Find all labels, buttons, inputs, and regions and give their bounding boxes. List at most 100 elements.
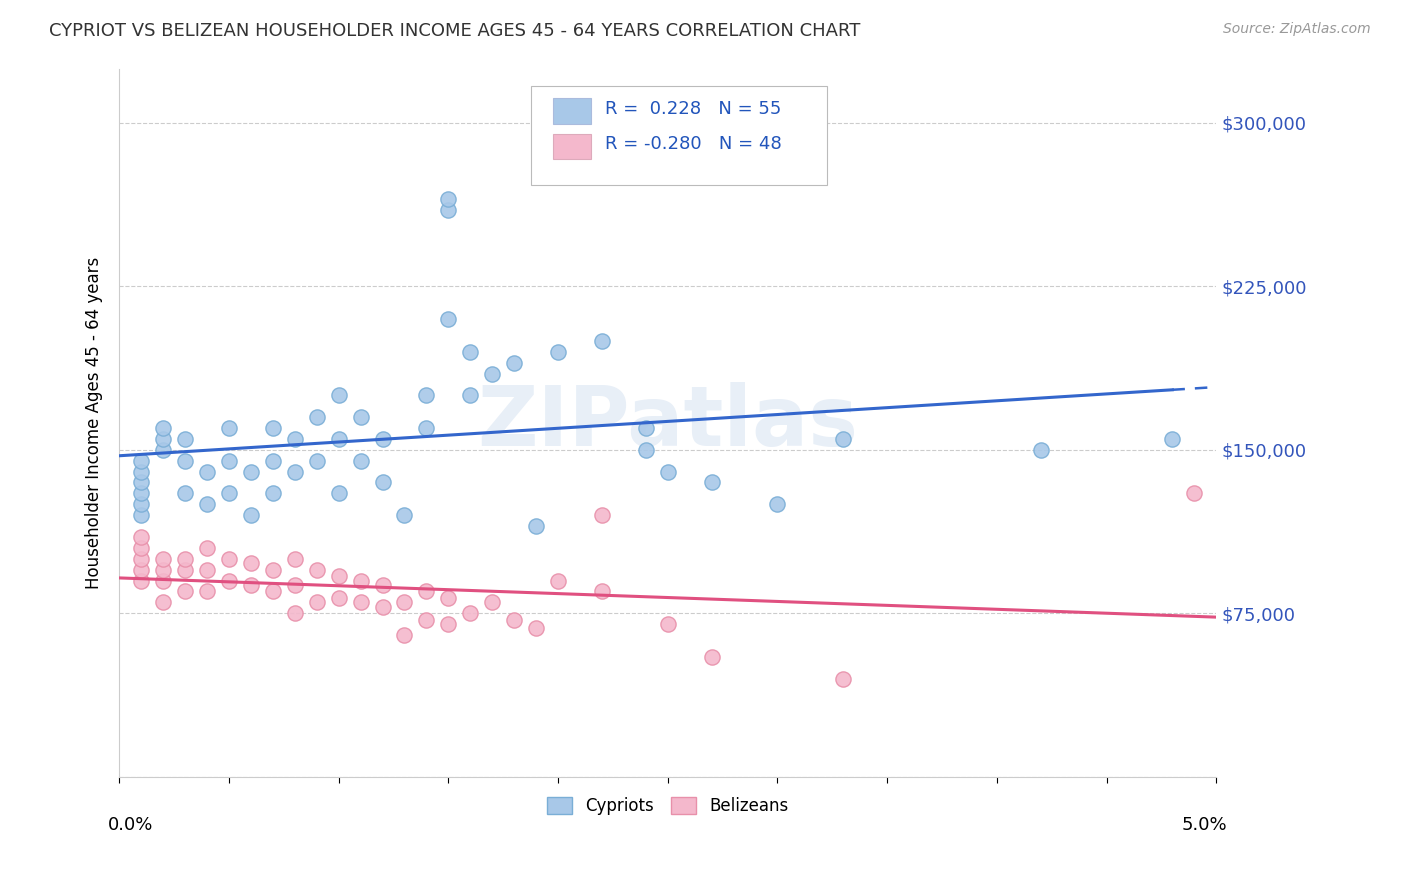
Point [460, 344, 482, 359]
Point [832, 672, 855, 686]
Legend: Cypriots, Belizeans: Cypriots, Belizeans [540, 790, 796, 822]
Point [239, 556, 262, 570]
Point [371, 599, 394, 614]
Point [657, 465, 679, 479]
Point [152, 551, 174, 566]
Point [1182, 486, 1205, 500]
Point [218, 453, 240, 467]
Point [371, 432, 394, 446]
Point [174, 584, 197, 599]
Point [437, 591, 460, 605]
Point [195, 497, 218, 511]
Point [129, 486, 152, 500]
Point [415, 421, 437, 435]
Point [218, 421, 240, 435]
Text: 5.0%: 5.0% [1181, 815, 1227, 833]
Text: 0.0%: 0.0% [108, 815, 153, 833]
Point [129, 530, 152, 544]
Point [152, 595, 174, 609]
Point [503, 613, 526, 627]
Point [547, 574, 569, 588]
Point [394, 628, 416, 642]
Point [305, 453, 328, 467]
Point [328, 432, 350, 446]
Point [174, 432, 197, 446]
Point [239, 508, 262, 523]
Point [481, 367, 503, 381]
Point [503, 356, 526, 370]
Point [328, 388, 350, 402]
Point [634, 442, 657, 457]
Point [174, 453, 197, 467]
Point [262, 421, 284, 435]
Text: Source: ZipAtlas.com: Source: ZipAtlas.com [1223, 22, 1371, 37]
Point [152, 432, 174, 446]
Point [284, 432, 307, 446]
Point [524, 519, 547, 533]
Point [195, 563, 218, 577]
Point [152, 563, 174, 577]
Point [195, 465, 218, 479]
Point [284, 578, 307, 592]
Text: R = -0.280   N = 48: R = -0.280 N = 48 [605, 136, 782, 153]
Point [437, 312, 460, 326]
Point [152, 421, 174, 435]
Point [129, 475, 152, 490]
Text: R =  0.228   N = 55: R = 0.228 N = 55 [605, 100, 782, 118]
Point [174, 551, 197, 566]
Point [129, 497, 152, 511]
Point [415, 388, 437, 402]
Text: ZIPatlas: ZIPatlas [477, 382, 858, 463]
Point [437, 192, 460, 206]
Point [195, 541, 218, 555]
Point [129, 551, 152, 566]
Point [174, 486, 197, 500]
Point [218, 486, 240, 500]
Point [284, 551, 307, 566]
Point [328, 486, 350, 500]
Point [129, 453, 152, 467]
FancyBboxPatch shape [553, 98, 591, 124]
Point [262, 584, 284, 599]
Point [349, 410, 371, 425]
Point [195, 584, 218, 599]
Point [349, 595, 371, 609]
Point [700, 649, 723, 664]
Y-axis label: Householder Income Ages 45 - 64 years: Householder Income Ages 45 - 64 years [86, 256, 103, 589]
Point [1161, 432, 1184, 446]
Point [394, 508, 416, 523]
FancyBboxPatch shape [530, 87, 827, 186]
Point [129, 574, 152, 588]
Point [1029, 442, 1052, 457]
Point [394, 595, 416, 609]
Point [591, 334, 613, 348]
Point [371, 475, 394, 490]
Point [129, 541, 152, 555]
Point [305, 563, 328, 577]
Point [415, 584, 437, 599]
Text: CYPRIOT VS BELIZEAN HOUSEHOLDER INCOME AGES 45 - 64 YEARS CORRELATION CHART: CYPRIOT VS BELIZEAN HOUSEHOLDER INCOME A… [49, 22, 860, 40]
Point [437, 203, 460, 218]
Point [218, 551, 240, 566]
Point [152, 442, 174, 457]
Point [239, 465, 262, 479]
Point [284, 465, 307, 479]
Point [174, 563, 197, 577]
Point [218, 574, 240, 588]
Point [262, 486, 284, 500]
FancyBboxPatch shape [553, 134, 591, 159]
Point [547, 344, 569, 359]
Point [371, 578, 394, 592]
Point [328, 591, 350, 605]
Point [129, 508, 152, 523]
Point [152, 574, 174, 588]
Point [328, 569, 350, 583]
Point [305, 595, 328, 609]
Point [262, 453, 284, 467]
Point [349, 574, 371, 588]
Point [415, 613, 437, 627]
Point [129, 563, 152, 577]
Point [524, 622, 547, 636]
Point [460, 388, 482, 402]
Point [657, 617, 679, 632]
